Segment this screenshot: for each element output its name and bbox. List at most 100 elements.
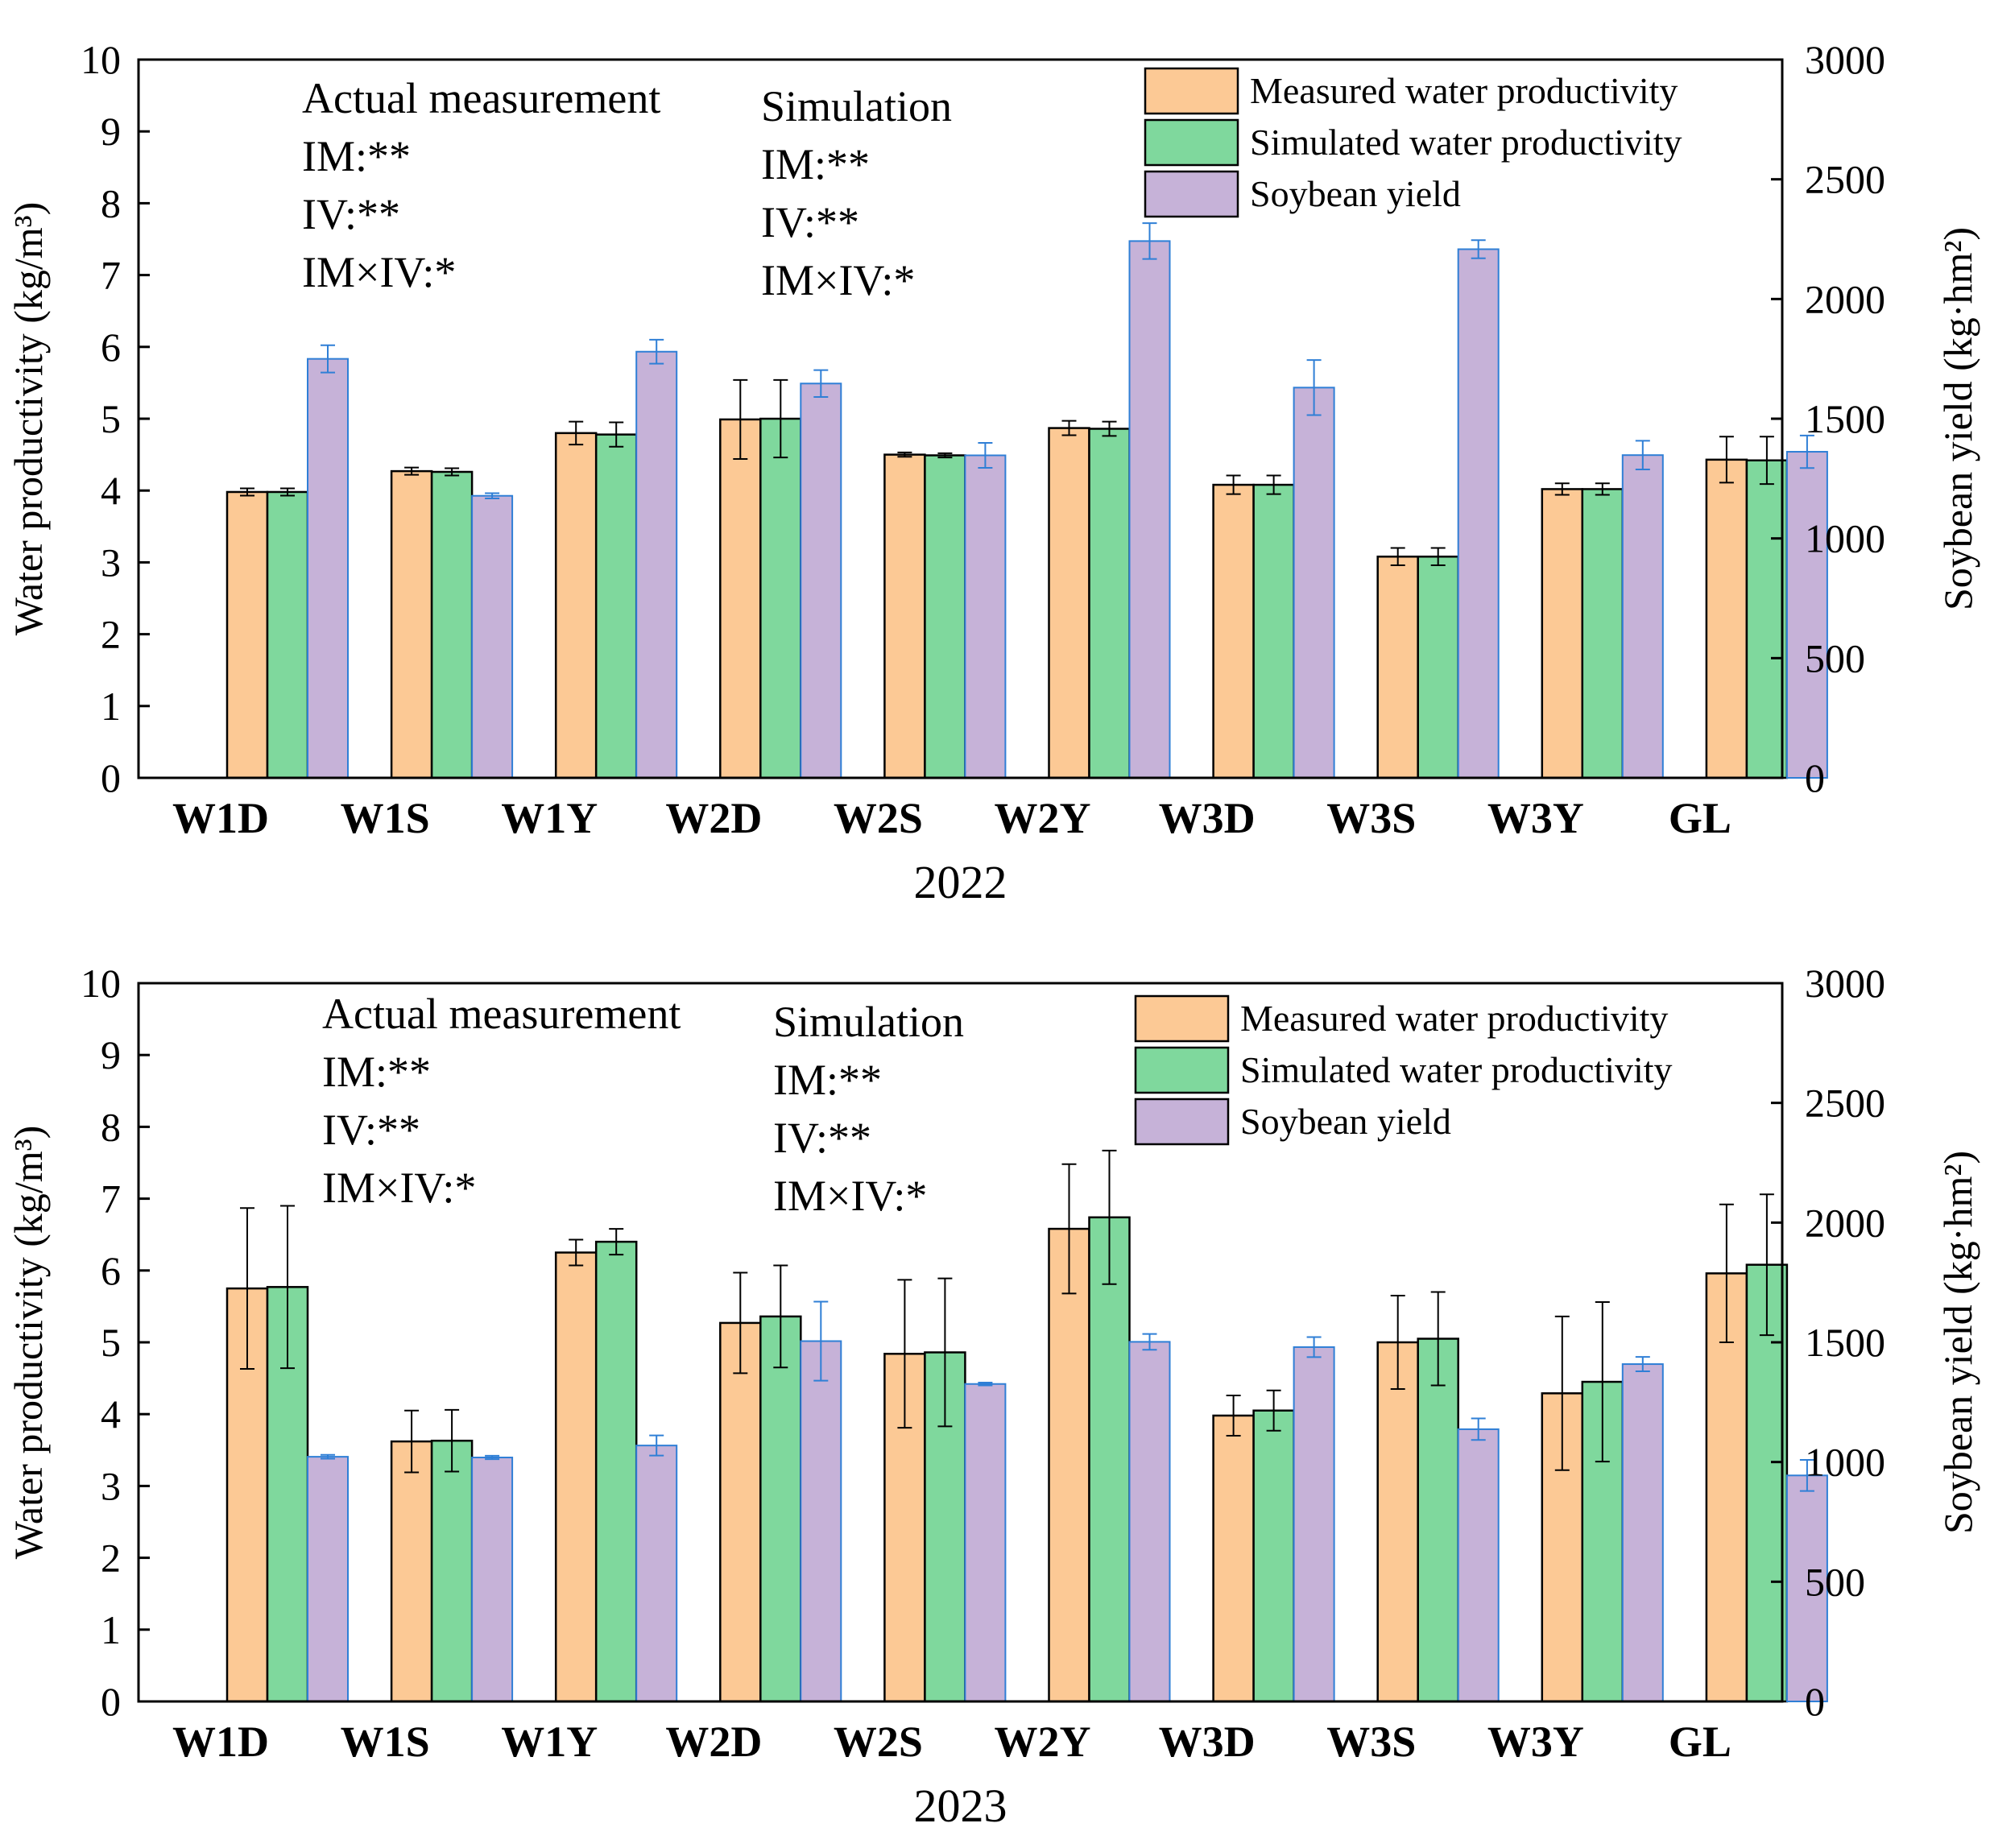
error-bar-w3y-1 xyxy=(1595,1301,1610,1463)
bar-measured-water-productivity-w3d xyxy=(1212,483,1255,779)
y2-tick-label: 3000 xyxy=(1805,37,1885,82)
error-bar-w3s-2 xyxy=(1471,239,1486,259)
annotation-line: IM×IV:* xyxy=(773,1172,927,1220)
bar-soybean-yield-w2s xyxy=(964,454,1007,779)
legend-label: Soybean yield xyxy=(1240,1101,1451,1142)
annotation-line: IM:** xyxy=(761,140,870,188)
error-bar-gl-0 xyxy=(1719,1203,1734,1343)
legend-label: Measured water productivity xyxy=(1240,998,1668,1039)
error-bar-w3s-1 xyxy=(1430,1291,1446,1387)
error-bar-w2d-1 xyxy=(773,378,788,459)
x-tick-label: GL xyxy=(1669,1718,1731,1766)
bar-measured-water-productivity-w1s xyxy=(390,469,433,779)
error-bar-gl-2 xyxy=(1799,434,1814,469)
error-bar-w1y-2 xyxy=(649,338,664,365)
bar-soybean-yield-w3s xyxy=(1457,1428,1500,1702)
annotation-title: Actual measurement xyxy=(302,74,660,122)
bar-simulated-water-productivity-w3d xyxy=(1252,1409,1295,1703)
annotation-measured: Actual measurement IM:** IV:** IM×IV:* xyxy=(322,990,681,1212)
annotation-line: IV:** xyxy=(773,1114,871,1162)
chart-panel-2022: W1D W1S W1Y W2D W2S W2Y W3D W3S W3Y GL 0 1 2 3 4 5 6 7 8 9 1… xyxy=(6,37,1980,908)
x-tick-label: W3Y xyxy=(1487,1718,1584,1766)
annotation-line: IV:** xyxy=(302,190,400,238)
bar-measured-water-productivity-w1d xyxy=(225,490,269,779)
error-bar-w2y-2 xyxy=(1142,222,1157,260)
error-bar-w1d-0 xyxy=(240,487,254,497)
y2-tick-label: 1000 xyxy=(1805,516,1885,561)
error-bar-w2y-0 xyxy=(1061,420,1077,436)
y-tick-label: 4 xyxy=(101,1391,121,1437)
x-tick-label: W1D xyxy=(172,1718,269,1766)
bar-simulated-water-productivity-w1d xyxy=(266,490,309,779)
bar-soybean-yield-w1s xyxy=(471,1457,514,1702)
x-tick-label: W3D xyxy=(1159,794,1256,842)
error-bar-w2d-2 xyxy=(813,1300,829,1382)
error-bar-w1y-0 xyxy=(569,1238,584,1267)
y2-axis-title: Soybean yield (kg·hm²) xyxy=(1935,227,1980,610)
error-bar-w3d-0 xyxy=(1226,474,1241,495)
bar-soybean-yield-w2d xyxy=(800,382,842,779)
bar-soybean-yield-gl xyxy=(1785,451,1828,779)
error-bar-w2d-0 xyxy=(733,1271,748,1375)
annotation-title: Actual measurement xyxy=(322,990,681,1038)
error-bar-w1s-2 xyxy=(485,1454,500,1461)
y2-tick-label: 500 xyxy=(1805,635,1865,680)
bar-soybean-yield-w1y xyxy=(635,350,678,779)
y-tick-label: 2 xyxy=(101,1536,121,1581)
error-bar-w2y-0 xyxy=(1061,1163,1077,1295)
y2-tick-label: 1500 xyxy=(1805,1320,1885,1365)
error-bar-w1s-0 xyxy=(404,466,420,476)
error-bar-w3y-2 xyxy=(1635,1356,1650,1372)
y2-tick-label: 3000 xyxy=(1805,961,1885,1006)
error-bar-w3d-0 xyxy=(1226,1395,1241,1437)
legend-swatch xyxy=(1144,67,1239,115)
x-tick-label: W1S xyxy=(341,794,430,842)
bar-measured-water-productivity-gl xyxy=(1705,458,1748,779)
bar-simulated-water-productivity-w1s xyxy=(430,1439,474,1703)
y-tick-label: 4 xyxy=(101,468,121,513)
bar-measured-water-productivity-w3s xyxy=(1376,556,1419,779)
error-bar-w3y-0 xyxy=(1554,1315,1570,1471)
error-bar-w3d-1 xyxy=(1266,1389,1281,1432)
error-bar-w1y-1 xyxy=(609,1228,624,1256)
y-tick-label: 9 xyxy=(101,109,121,154)
bar-simulated-water-productivity-w3s xyxy=(1417,1337,1459,1703)
y-tick-label: 5 xyxy=(101,1320,121,1365)
bar-soybean-yield-w3s xyxy=(1457,248,1500,779)
bar-soybean-yield-w1d xyxy=(307,1456,349,1702)
y2-tick-label: 500 xyxy=(1805,1559,1865,1604)
y-tick-label: 10 xyxy=(81,961,121,1006)
error-bar-w3s-0 xyxy=(1390,1295,1405,1390)
y-tick-label: 3 xyxy=(101,540,121,585)
bar-simulated-water-productivity-w2y xyxy=(1088,428,1131,779)
annotation-line: IM:** xyxy=(322,1048,431,1096)
annotation-line: IV:** xyxy=(761,198,859,246)
legend-swatch xyxy=(1144,170,1239,218)
error-bar-gl-1 xyxy=(1759,436,1774,486)
error-bar-w2s-1 xyxy=(937,1277,953,1428)
x-tick-label: GL xyxy=(1669,794,1731,842)
y-tick-label: 6 xyxy=(101,325,121,370)
legend-label: Simulated water productivity xyxy=(1240,1049,1673,1090)
y-tick-label: 1 xyxy=(101,684,121,729)
error-bar-w2d-2 xyxy=(813,369,829,398)
bar-simulated-water-productivity-w2d xyxy=(759,1315,802,1703)
error-bar-w1d-0 xyxy=(240,1207,254,1370)
legend-swatch xyxy=(1134,994,1230,1043)
bar-soybean-yield-w1y xyxy=(635,1445,678,1703)
bar-simulated-water-productivity-w3d xyxy=(1252,483,1295,779)
bar-soybean-yield-w2y xyxy=(1128,240,1171,779)
bar-simulated-water-productivity-gl xyxy=(1745,459,1789,779)
error-bar-w2y-1 xyxy=(1102,420,1117,437)
x-tick-label: W3Y xyxy=(1487,794,1584,842)
bar-measured-water-productivity-w2d xyxy=(719,418,762,779)
bar-simulated-water-productivity-w3y xyxy=(1581,488,1624,779)
bar-measured-water-productivity-w2y xyxy=(1048,427,1090,779)
bar-soybean-yield-w2y xyxy=(1128,1341,1171,1702)
error-bar-w2y-2 xyxy=(1142,1333,1157,1351)
error-bar-w1d-2 xyxy=(321,344,335,374)
y2-axis-title: Soybean yield (kg·hm²) xyxy=(1935,1151,1980,1534)
error-bar-w1d-1 xyxy=(280,487,295,497)
bar-measured-water-productivity-w2d xyxy=(719,1321,762,1703)
x-tick-label: W3D xyxy=(1159,1718,1256,1766)
